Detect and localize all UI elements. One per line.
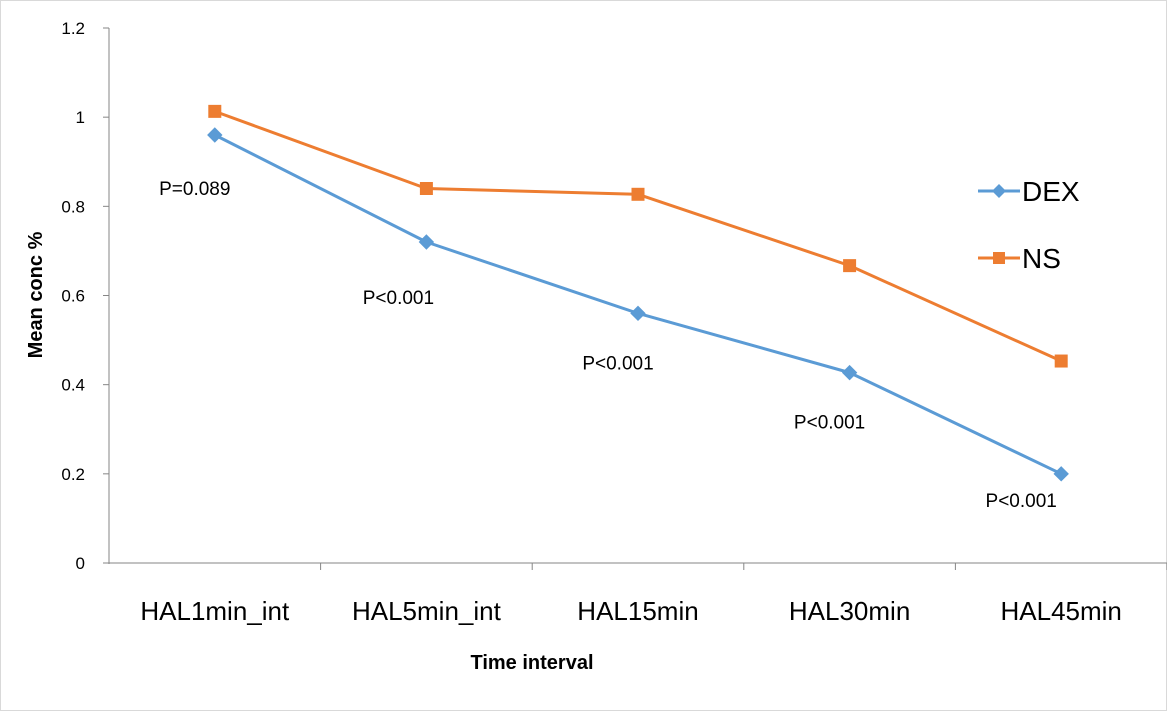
y-tick-label: 0.8 [61, 197, 85, 216]
legend-label-ns: NS [1022, 243, 1061, 274]
p-value-annotations: P=0.089 P<0.001 P<0.001 P<0.001 P<0.001 [159, 179, 1057, 512]
legend-marker-ns [993, 252, 1005, 264]
data-point-ns [843, 259, 857, 273]
legend: DEX NS [978, 176, 1080, 274]
p-value-label: P=0.089 [159, 179, 230, 200]
series-lines [214, 109, 1062, 476]
p-value-label: P<0.001 [363, 288, 434, 309]
p-value-label: P<0.001 [986, 491, 1057, 512]
x-category-label: HAL45min [1000, 596, 1121, 626]
data-point-ns [208, 104, 222, 118]
x-category-label: HAL1min_int [140, 596, 290, 626]
series-line-ns [214, 109, 1062, 363]
y-tick-label: 0.6 [61, 287, 85, 306]
data-point-ns [631, 187, 645, 201]
x-category-label: HAL5min_int [352, 596, 502, 626]
y-tick-label: 0 [76, 554, 85, 573]
data-point-ns [1054, 354, 1068, 368]
y-tick-label: 1 [76, 108, 85, 127]
x-axis-label: Time interval [470, 652, 593, 674]
x-category-label: HAL30min [789, 596, 910, 626]
legend-label-dex: DEX [1022, 176, 1080, 207]
data-point-dex [841, 364, 858, 381]
axes [103, 27, 1167, 570]
p-value-label: P<0.001 [794, 413, 865, 434]
x-category-label: HAL15min [577, 596, 698, 626]
x-category-labels: HAL1min_int HAL5min_int HAL15min HAL30min HA… [140, 596, 1122, 626]
series-markers [207, 104, 1069, 482]
y-axis-label: Mean conc % [25, 231, 47, 358]
y-tick-label: 1.2 [61, 19, 85, 38]
y-tick-labels: 0 0.2 0.4 0.6 0.8 1 1.2 [61, 19, 85, 573]
data-point-dex [630, 305, 646, 322]
data-point-ns [419, 182, 433, 195]
p-value-label: P<0.001 [582, 353, 653, 374]
legend-marker-dex [992, 184, 1006, 198]
y-tick-label: 0.4 [61, 376, 85, 395]
data-point-dex [207, 127, 223, 143]
data-point-dex [1053, 466, 1069, 482]
y-tick-label: 0.2 [61, 465, 85, 484]
data-point-dex [418, 234, 435, 250]
